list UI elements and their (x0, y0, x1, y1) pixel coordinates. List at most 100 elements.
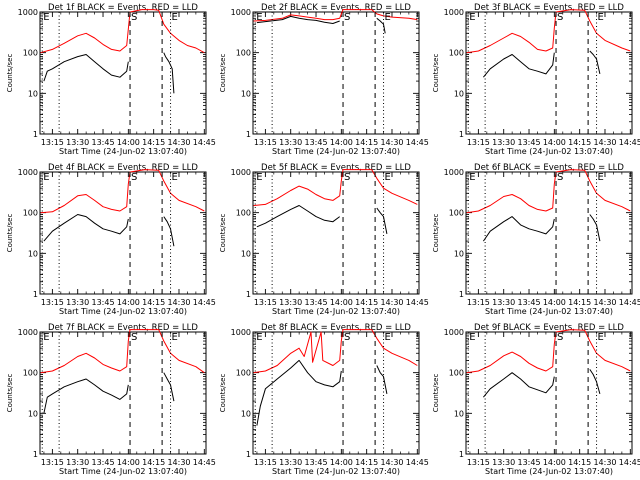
x-tick-label: 14:45 (619, 298, 640, 307)
marker-label: E (256, 172, 262, 183)
x-tick-label: 14:30 (593, 138, 616, 147)
x-tick-label: 13:30 (66, 298, 89, 307)
chart-panel: Det 8f BLACK = Events, RED = LLD 1 10 100 10… (219, 323, 429, 476)
x-tick-label: 14:15 (355, 458, 378, 467)
y-tick-label: 1000 (18, 168, 38, 177)
x-axis-label: Start Time (24-Jun-02 13:07:40) (272, 467, 400, 476)
plot-frame (39, 331, 207, 455)
y-tick-label: 1000 (444, 8, 464, 17)
y-tick-label: 1 (246, 130, 251, 139)
y-tick-label: 1 (459, 290, 464, 299)
plot-frame (252, 11, 420, 135)
x-tick-label: 14:30 (380, 458, 403, 467)
y-tick-label: 1000 (231, 328, 251, 337)
chart-title: Det 1f BLACK = Events, RED = LLD (48, 3, 198, 13)
x-tick-label: 13:45 (304, 458, 327, 467)
x-tick-label: 14:15 (355, 138, 378, 147)
y-tick-label: 10 (241, 89, 251, 98)
plot-frame (252, 331, 420, 455)
x-tick-label: 14:00 (543, 138, 566, 147)
x-axis-label: Start Time (24-Jun-02 13:07:40) (485, 467, 613, 476)
events-series-line (483, 52, 555, 78)
lld-series-line (253, 9, 418, 22)
y-tick-label: 1000 (231, 168, 251, 177)
x-tick-label: 14:00 (330, 298, 353, 307)
x-tick-label: 14:30 (593, 458, 616, 467)
marker-label: S (131, 332, 137, 343)
marker-label: E (385, 172, 391, 183)
x-tick-label: 14:00 (543, 458, 566, 467)
plot-frame (39, 11, 207, 135)
marker-label: S (557, 332, 563, 343)
events-series-line (256, 359, 342, 426)
x-tick-label: 13:15 (254, 298, 277, 307)
marker-label: E (43, 12, 49, 23)
events-series-line (589, 50, 601, 75)
y-tick-label: 100 (236, 209, 251, 218)
y-axis-label: Counts/sec (219, 54, 227, 93)
y-tick-label: 1000 (444, 328, 464, 337)
y-tick-label: 10 (241, 249, 251, 258)
x-tick-label: 14:15 (355, 298, 378, 307)
y-tick-label: 100 (449, 209, 464, 218)
x-tick-label: 13:15 (41, 138, 64, 147)
y-tick-label: 10 (454, 409, 464, 418)
plot-frame (465, 171, 633, 295)
x-axis-label: Start Time (24-Jun-02 13:07:40) (272, 147, 400, 156)
x-tick-label: 13:15 (467, 458, 490, 467)
x-tick-label: 14:45 (193, 138, 216, 147)
x-tick-label: 13:15 (467, 138, 490, 147)
y-tick-label: 100 (23, 369, 38, 378)
lld-series-line (40, 9, 205, 54)
x-axis-label: Start Time (24-Jun-02 13:07:40) (485, 307, 613, 316)
marker-label: S (131, 172, 137, 183)
y-axis-label: Counts/sec (219, 374, 227, 413)
marker-label: E (385, 12, 391, 23)
lld-series-line (253, 329, 418, 374)
x-tick-label: 13:15 (254, 458, 277, 467)
marker-label: E (172, 332, 178, 343)
chart-panel: Det 1f BLACK = Events, RED = LLD 1 10 100 10… (6, 3, 216, 156)
y-tick-label: 100 (236, 49, 251, 58)
events-series-line (483, 372, 555, 398)
x-tick-label: 13:30 (279, 138, 302, 147)
plot-frame (252, 171, 420, 295)
x-axis-label: Start Time (24-Jun-02 13:07:40) (272, 307, 400, 316)
plot-frame (39, 171, 207, 295)
y-tick-label: 10 (241, 409, 251, 418)
events-series-line (376, 17, 386, 34)
x-tick-label: 14:15 (142, 298, 165, 307)
x-tick-label: 13:45 (91, 458, 114, 467)
events-series-line (482, 216, 555, 242)
marker-label: E (469, 332, 475, 343)
plot-frame (465, 11, 633, 135)
x-tick-label: 14:45 (406, 138, 429, 147)
chart-title: Det 7f BLACK = Events, RED = LLD (48, 323, 198, 333)
marker-label: E (256, 332, 262, 343)
x-tick-label: 13:30 (492, 138, 515, 147)
y-tick-label: 10 (454, 89, 464, 98)
x-tick-label: 14:30 (593, 298, 616, 307)
x-tick-label: 14:45 (619, 138, 640, 147)
marker-label: E (598, 332, 604, 343)
x-tick-label: 13:45 (304, 298, 327, 307)
events-series-line (163, 372, 175, 402)
marker-label: S (131, 12, 137, 23)
chart-panel: Det 7f BLACK = Events, RED = LLD 1 10 100 10… (6, 323, 216, 476)
y-tick-label: 1 (246, 290, 251, 299)
marker-label: E (43, 172, 49, 183)
marker-label: E (469, 12, 475, 23)
y-tick-label: 10 (28, 409, 38, 418)
x-tick-label: 13:45 (517, 298, 540, 307)
y-tick-label: 1000 (18, 8, 38, 17)
x-tick-label: 13:45 (91, 298, 114, 307)
x-tick-label: 14:45 (193, 298, 216, 307)
y-axis-label: Counts/sec (432, 54, 440, 93)
x-tick-label: 13:30 (492, 458, 515, 467)
lld-series-line (253, 169, 418, 206)
y-tick-label: 100 (23, 49, 38, 58)
x-tick-label: 14:30 (167, 458, 190, 467)
y-tick-label: 1000 (444, 168, 464, 177)
events-series-line (163, 52, 175, 94)
